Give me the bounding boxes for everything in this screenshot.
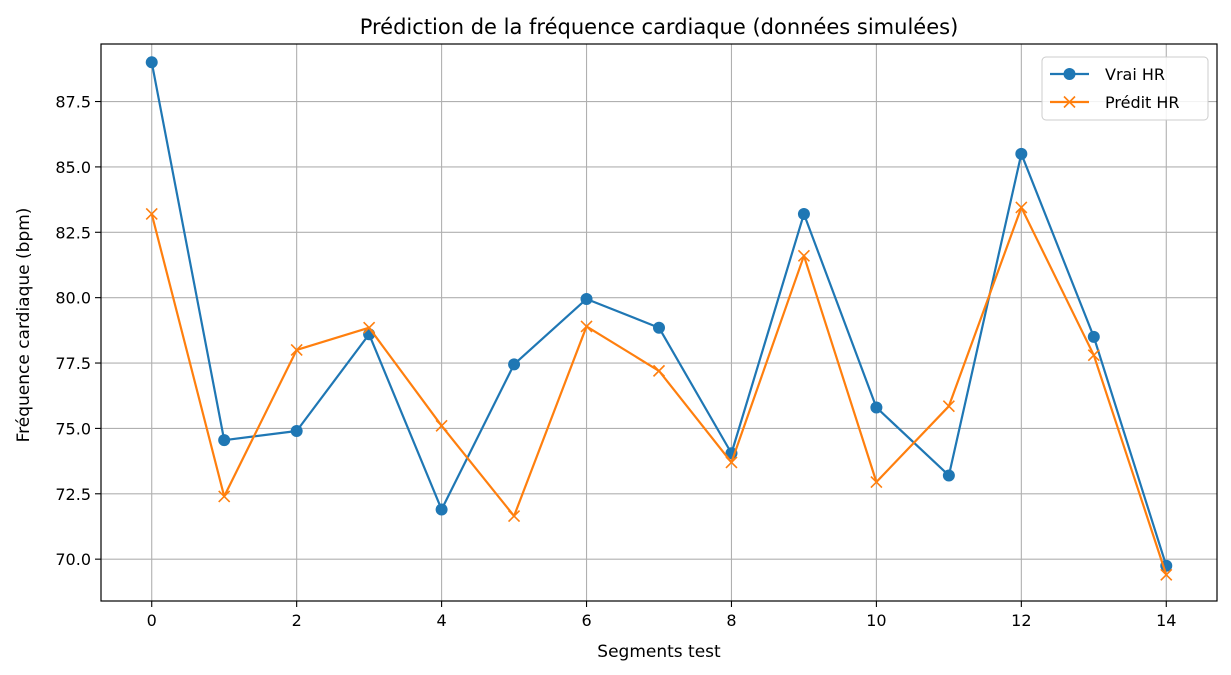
data-point [725, 456, 738, 469]
data-point [580, 292, 593, 305]
x-tick-label: 0 [147, 611, 157, 630]
data-point [507, 509, 521, 523]
y-tick-label: 75.0 [55, 419, 91, 438]
y-tick-label: 72.5 [55, 485, 91, 504]
data-point [797, 249, 811, 262]
x-tick-label: 10 [866, 611, 886, 630]
x-tick-label: 14 [1156, 611, 1176, 630]
data-point [1015, 201, 1028, 214]
legend-marker [1063, 68, 1076, 80]
y-axis-label: Fréquence cardiaque (bpm) [14, 208, 34, 443]
data-point [435, 419, 448, 432]
axes: 0 2 4 6 8 10 12 14 70.0 72.5 75.0 77.5 80.0 82.5 85.0 8… [55, 93, 1176, 630]
x-tick-label: 6 [581, 611, 591, 630]
data-point [942, 400, 955, 413]
x-axis-label: Segments test [597, 642, 721, 662]
data-point [218, 434, 231, 447]
data-point [363, 321, 376, 334]
data-point [1087, 330, 1100, 343]
series-line [150, 62, 1168, 567]
legend-label: Vrai HR [1105, 65, 1165, 84]
data-point [870, 475, 883, 489]
x-tick-label: 4 [437, 611, 447, 630]
data-point [145, 207, 158, 221]
data-point [870, 401, 883, 414]
data-point [1015, 147, 1028, 160]
data-point [797, 207, 810, 220]
legend-item: Prédit HR [1050, 93, 1180, 112]
plot-frame [100, 43, 1218, 602]
x-tick-label: 8 [726, 611, 736, 630]
y-tick-label: 85.0 [55, 158, 91, 177]
data-point [290, 343, 303, 357]
legend-box [1041, 56, 1209, 121]
x-tick-label: 2 [292, 611, 302, 630]
grid [101, 44, 1217, 601]
data-point [653, 321, 665, 334]
y-tick-label: 77.5 [55, 354, 91, 373]
data-point [435, 503, 448, 516]
chart-title: Prédiction de la fréquence cardiaque (do… [360, 15, 959, 39]
y-tick-label: 82.5 [55, 223, 91, 242]
legend-label: Prédit HR [1105, 93, 1180, 112]
y-tick-label: 80.0 [55, 289, 91, 308]
legend: Vrai HR Prédit HR [1041, 56, 1209, 121]
data-point [580, 320, 593, 333]
series-1 [145, 56, 1173, 572]
y-tick-label: 70.0 [55, 550, 91, 569]
data-point [1160, 568, 1173, 581]
legend-item: Vrai HR [1050, 65, 1165, 84]
series-2 [145, 201, 1173, 581]
y-tick-label: 87.5 [55, 93, 91, 112]
data-point [218, 490, 231, 503]
data-point [145, 56, 158, 69]
data-point [1087, 349, 1100, 362]
x-tick-label: 12 [1011, 611, 1031, 630]
data-point [652, 364, 666, 377]
data-point [290, 425, 303, 438]
series-line [150, 206, 1168, 576]
data-point [508, 358, 521, 371]
series-layer [145, 56, 1173, 581]
data-point [942, 469, 955, 482]
legend-marker [1063, 95, 1076, 109]
